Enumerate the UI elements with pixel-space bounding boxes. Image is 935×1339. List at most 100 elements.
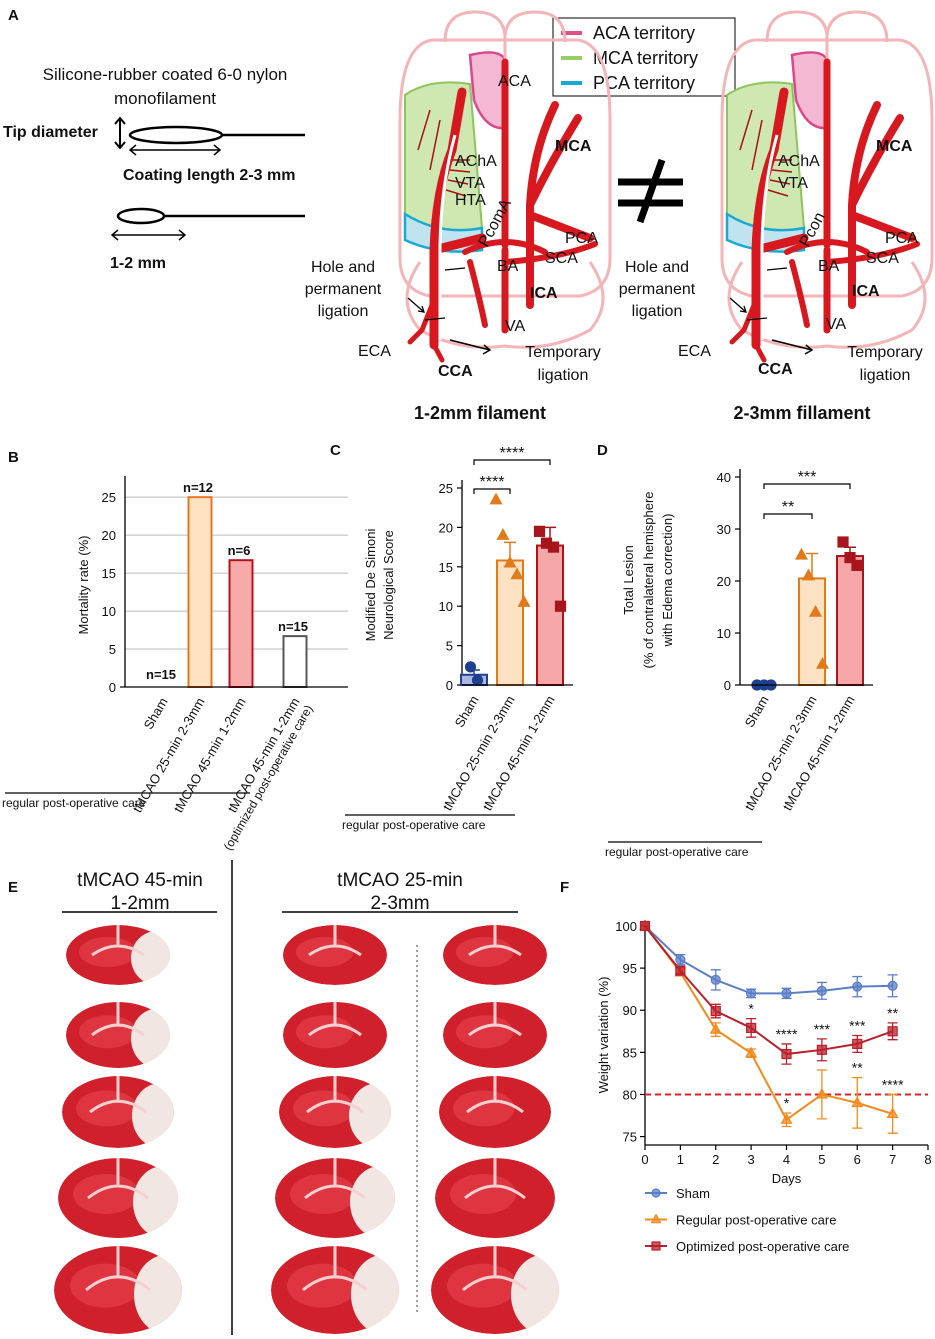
arrow: [729, 297, 747, 313]
y-tick-label: 30: [717, 522, 731, 537]
vessel-label: MCA: [555, 138, 592, 155]
y-axis-label: Weight variation (%): [596, 977, 611, 1094]
panel-letter: E: [8, 879, 18, 896]
filament-label: 1-2 mm: [110, 255, 166, 272]
x-tick-label: 0: [641, 1152, 648, 1167]
vessel-label: ECA: [358, 343, 391, 360]
marker: [471, 674, 484, 686]
slice-structure: [468, 1002, 522, 1037]
slice-structure: [87, 1158, 149, 1200]
x-tick-label: Sham: [141, 695, 171, 732]
arrow: [110, 229, 187, 241]
marker: [503, 555, 517, 568]
y-tick-label: 40: [717, 470, 731, 485]
panel-letter: A: [8, 7, 19, 24]
vessel-label: ICA: [852, 283, 880, 300]
error-bar: [806, 552, 818, 579]
series-line: [644, 925, 893, 1122]
brain-diagram: [720, 10, 934, 363]
territory-aca: [468, 51, 507, 130]
y-tick-label: 5: [109, 642, 116, 657]
brain-slice: [283, 925, 387, 985]
brain-slice: [62, 1076, 174, 1148]
vessel-label: HTA: [455, 192, 486, 209]
slice-structure: [468, 925, 522, 957]
marker: [816, 985, 827, 996]
slice-highlight: [450, 1174, 516, 1214]
marker: [886, 1107, 899, 1119]
vessel-label: ECA: [678, 343, 711, 360]
bar: [228, 559, 254, 688]
slice-highlight: [293, 1090, 355, 1127]
y-tick-label: 25: [439, 481, 453, 496]
slice-structure: [308, 1002, 362, 1037]
y-tick-label: 15: [102, 566, 116, 581]
slice-structure: [91, 925, 145, 957]
slice-highlight: [456, 1015, 514, 1049]
slice-highlight: [73, 1174, 139, 1214]
group-label: regular post-operative care: [342, 818, 486, 832]
slice-highlight: [456, 937, 514, 967]
slice-lesion: [350, 1166, 395, 1238]
vessel-label: SCA: [866, 250, 899, 267]
marker: [651, 1188, 661, 1198]
slice-lesion: [131, 931, 170, 985]
marker: [780, 1113, 793, 1124]
vessel-label: AChA: [455, 153, 497, 170]
x-tick-label: 8: [924, 1152, 931, 1167]
significance-label: **: [887, 1005, 898, 1021]
marker: [887, 980, 898, 991]
significance-label: ****: [480, 474, 505, 491]
y-tick-label: 100: [615, 919, 637, 934]
x-tick-label: 4: [783, 1152, 790, 1167]
brain-caption: 2-3mm fillament: [733, 403, 870, 423]
slice-lesion: [134, 1254, 182, 1334]
significance-label: **: [852, 1060, 863, 1076]
vessel-label: CCA: [758, 361, 793, 378]
marker: [844, 551, 856, 564]
series-line: [644, 925, 893, 995]
vessel: [407, 297, 445, 363]
vessel: [462, 239, 598, 328]
brain-outline: [720, 10, 934, 349]
slice-highlight: [70, 1263, 141, 1308]
bar: [187, 496, 213, 688]
marker: [496, 528, 510, 540]
brain-slice: [275, 1158, 395, 1238]
group-title: 2-3mm: [370, 893, 429, 914]
marker: [887, 1026, 898, 1037]
vessel-label: VTA: [455, 175, 485, 192]
x-tick-label: Sham: [452, 693, 482, 730]
slice-lesion: [351, 1254, 399, 1334]
slice-lesion: [133, 1166, 178, 1238]
significance-label: *: [784, 1095, 790, 1111]
y-tick-label: 75: [623, 1130, 637, 1145]
legend-label: Regular post-operative care: [676, 1213, 836, 1228]
y-tick-label: 20: [439, 520, 453, 535]
legend-label: PCA territory: [593, 73, 695, 93]
brain-slice: [66, 1002, 170, 1068]
vessel-label: ICA: [530, 285, 558, 302]
group-label: regular post-operative care: [2, 796, 146, 810]
ligation-label: ligation: [860, 367, 911, 384]
vessel-label: CCA: [438, 363, 473, 380]
brain-slice: [54, 1246, 182, 1334]
marker: [851, 1096, 864, 1108]
y-tick-label: 5: [446, 639, 453, 654]
ligation-label: Temporary: [847, 344, 923, 361]
marker: [816, 1044, 827, 1055]
marker: [815, 1087, 828, 1099]
brain-slice: [66, 925, 170, 985]
marker: [710, 974, 721, 986]
significance-label: ****: [776, 1026, 798, 1042]
slice-structure: [304, 1158, 366, 1200]
x-tick-label: Sham: [742, 693, 772, 730]
marker: [489, 492, 503, 505]
brain-slice: [443, 925, 547, 985]
y-tick-label: 85: [623, 1045, 637, 1060]
y-tick-label: 10: [439, 599, 453, 614]
ligation-label: Hole and: [625, 259, 689, 276]
significance-bracket: [763, 513, 813, 519]
significance-bracket: [763, 483, 851, 489]
